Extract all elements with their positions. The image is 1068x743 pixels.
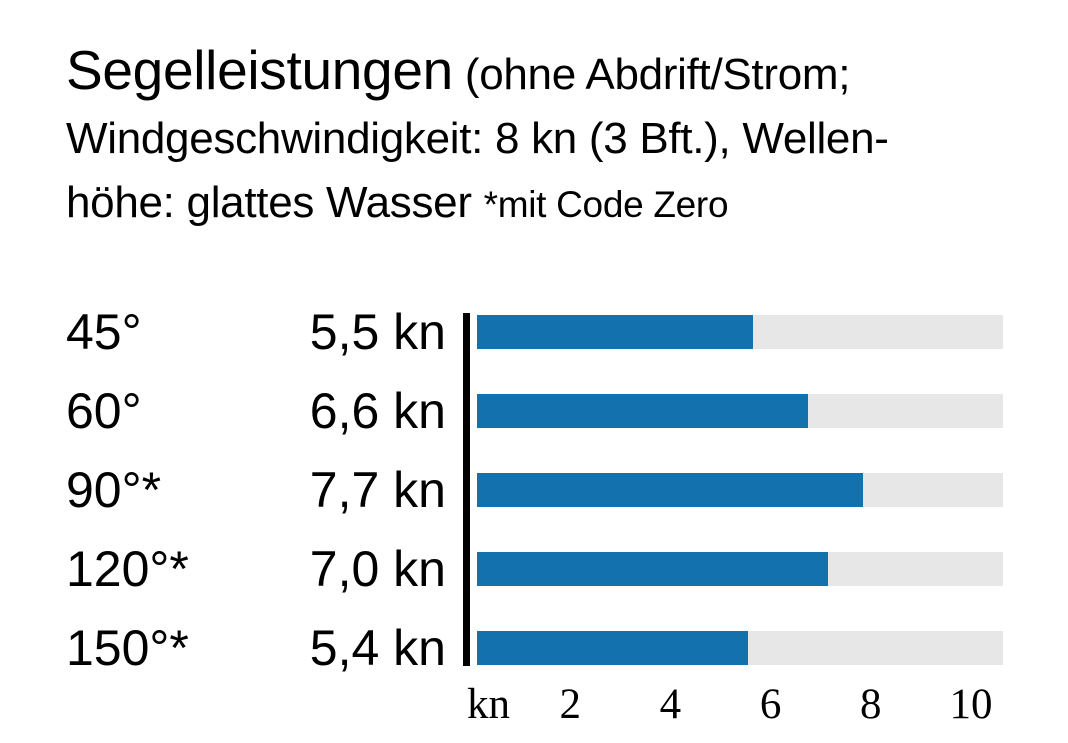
x-axis-tick-label: 4 (659, 681, 682, 728)
angle-label: 60° (66, 382, 142, 439)
x-axis-unit-label: kn (467, 681, 510, 728)
bar-chart: 45° 5,5 kn 60° 6,6 kn 90°* 7,7 kn 120°* … (66, 292, 1003, 687)
chart-page: Segelleistungen (ohne Abdrift/Strom; Win… (66, 38, 1003, 726)
bar-fill (477, 630, 748, 665)
bar-fill (477, 551, 828, 586)
bar-cell (477, 393, 1003, 428)
chart-row: 120°* 7,0 kn (66, 529, 1003, 608)
chart-row: 60° 6,6 kn (66, 371, 1003, 450)
angle-label: 150°* (66, 619, 189, 676)
title-line-2: Windgeschwindigkeit: 8 kn (3 Bft.), Well… (66, 114, 889, 163)
chart-row: 45° 5,5 kn (66, 292, 1003, 371)
bar-track (477, 393, 1003, 428)
x-axis-tick-label: 6 (759, 681, 782, 728)
x-axis-tick-label: 2 (559, 681, 581, 728)
chart-row: 90°* 7,7 kn (66, 450, 1003, 529)
bar-track (477, 551, 1003, 586)
title-line-1: Segelleistungen (ohne Abdrift/Strom; (66, 38, 889, 107)
angle-label: 120°* (66, 540, 189, 597)
title-main: Segelleistungen (66, 39, 453, 101)
bar-rows: 45° 5,5 kn 60° 6,6 kn 90°* 7,7 kn 120°* … (66, 292, 1003, 687)
chart-title: Segelleistungen (ohne Abdrift/Strom; Win… (66, 38, 889, 237)
angle-label: 45° (66, 303, 142, 360)
bar-track (477, 314, 1003, 349)
bar-track (477, 472, 1003, 507)
bar-fill (477, 314, 753, 349)
bar-fill (477, 472, 863, 507)
bar-cell (477, 551, 1003, 586)
angle-label: 90°* (66, 461, 162, 518)
x-axis-labels: kn 2 4 6 8 10 (467, 681, 996, 743)
bar-fill (477, 393, 808, 428)
x-axis-tick-label: 8 (860, 681, 882, 728)
title-line-3-text: höhe: glattes Wasser (66, 178, 472, 227)
bar-cell (477, 472, 1003, 507)
speed-label: 5,4 kn (309, 619, 446, 676)
bar-track (477, 630, 1003, 665)
title-footnote: *mit Code Zero (483, 184, 729, 225)
x-axis-tick-label: 10 (949, 681, 993, 728)
speed-label: 5,5 kn (309, 303, 446, 360)
speed-label: 7,0 kn (309, 540, 446, 597)
bar-cell (477, 630, 1003, 665)
speed-label: 6,6 kn (309, 382, 446, 439)
speed-label: 7,7 kn (309, 461, 446, 518)
title-paren: (ohne Abdrift/Strom; (464, 50, 851, 99)
title-line-3: höhe: glattes Wasser *mit Code Zero (66, 171, 889, 237)
chart-row: 150°* 5,4 kn (66, 608, 1003, 687)
y-axis-line (463, 313, 470, 666)
bar-cell (477, 314, 1003, 349)
